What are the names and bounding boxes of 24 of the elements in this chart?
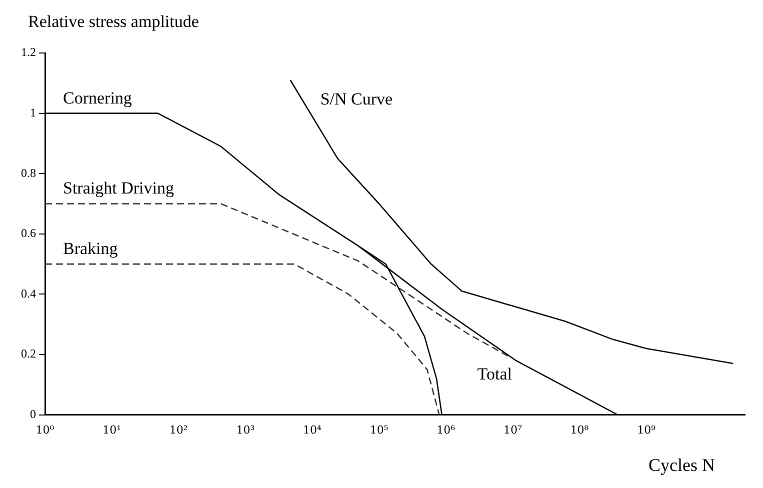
y-tick-label: 1.2	[21, 45, 36, 60]
x-tick-label: 10⁶	[436, 423, 456, 436]
y-tick-label: 1	[30, 105, 36, 120]
series-label: Straight Driving	[63, 178, 174, 198]
series-label: Braking	[63, 239, 118, 258]
y-tick-label: 0.2	[21, 346, 36, 361]
x-axis-title: Cycles N	[648, 455, 715, 476]
x-tick-label: 10⁸	[570, 423, 590, 436]
series-label: Cornering	[63, 88, 132, 108]
y-tick-label: 0.8	[21, 166, 36, 180]
series-label: S/N Curve	[320, 90, 393, 109]
x-tick-label: 10⁵	[370, 423, 388, 436]
y-tick-label: 0.6	[21, 226, 36, 240]
x-tick-label: 10⁷	[503, 423, 522, 436]
series-label: Total	[477, 364, 512, 384]
y-tick-label: 0.4	[21, 286, 36, 300]
x-tick-label: 10³	[236, 423, 255, 436]
y-tick-label: 0	[30, 406, 36, 421]
x-tick-label: 10⁹	[637, 423, 656, 436]
x-tick-label: 10²	[169, 423, 188, 436]
y-axis-title: Relative stress amplitude	[28, 12, 199, 32]
x-tick-label: 10⁴	[303, 423, 322, 436]
x-tick-label: 10¹	[102, 423, 122, 436]
x-tick-label: 10⁰	[36, 423, 55, 436]
